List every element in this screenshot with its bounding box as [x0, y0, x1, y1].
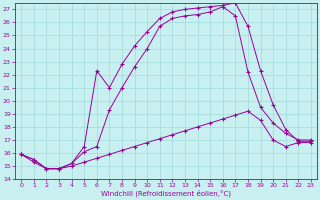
X-axis label: Windchill (Refroidissement éolien,°C): Windchill (Refroidissement éolien,°C): [101, 190, 231, 197]
